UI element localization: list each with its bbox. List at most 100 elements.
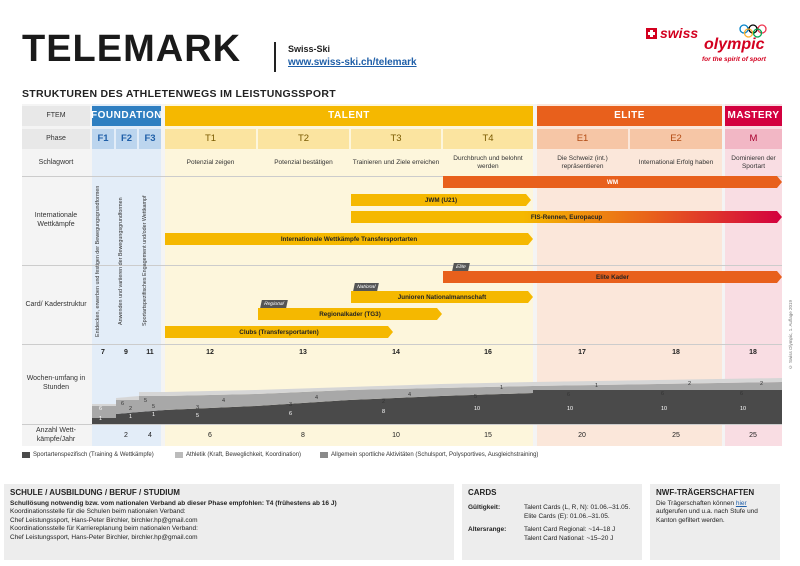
phase-t1: T1	[165, 129, 256, 149]
comp-t4: 15	[484, 432, 492, 439]
bar-fis-label: FIS-Rennen, Europacup	[530, 213, 603, 221]
hours-t4-sport: 10	[474, 406, 481, 412]
hours-total-m: 18	[749, 349, 757, 356]
hours-f3-allgemein: 5	[144, 398, 148, 404]
tag-elite: Elite	[452, 263, 470, 271]
bar-fis: FIS-Rennen, Europacup	[351, 211, 782, 223]
bar-clubs-label: Clubs (Transfersportarten)	[239, 328, 319, 336]
divider	[22, 265, 782, 266]
bar-regionalkader-label: Regionalkader (TG3)	[319, 310, 381, 318]
comp-f2: 2	[124, 432, 128, 439]
foundation-f2-text: Anwenden und variieren der Bewegungsgrun…	[118, 197, 124, 325]
hours-f3-sport: 1	[152, 412, 156, 418]
bar-wm-label: WM	[606, 178, 619, 186]
phase-f3: F3	[139, 129, 161, 149]
cards-gueltig-1: Talent Cards (L, R, N): 01.06.–31.05.	[524, 504, 631, 511]
hours-f2-allgemein: 6	[121, 401, 125, 407]
school-box: SCHULE / AUSBILDUNG / BERUF / STUDIUM Sc…	[4, 484, 454, 560]
hours-t1-sport: 5	[196, 413, 200, 419]
legend-swatch-mid	[175, 452, 183, 458]
weekly-hours-chart	[92, 378, 782, 424]
hours-t3-sport: 8	[382, 409, 386, 415]
bar-regionalkader: Regionalkader (TG3)	[258, 308, 442, 320]
schlagwort-t4: Durchbruch und belohnt werden	[453, 155, 523, 170]
hours-t2-allgemein: 4	[315, 395, 319, 401]
hours-t3-athletik: 2	[382, 399, 386, 405]
legend-sport-label: Sportartenspezifisch (Training & Wettkäm…	[33, 452, 154, 458]
cards-box: CARDS Gültigkeit: Talent Cards (L, R, N)…	[462, 484, 642, 560]
hours-total-f2: 9	[124, 349, 128, 356]
hours-total-t1: 12	[206, 349, 214, 356]
hours-t3-allgemein: 4	[408, 392, 412, 398]
hours-total-t2: 13	[299, 349, 307, 356]
nwf-box: NWF-TRÄGERSCHAFTEN Die Trägerschaften kö…	[650, 484, 780, 560]
cards-gueltig-label: Gültigkeit:	[468, 504, 501, 511]
hours-total-t3: 14	[392, 349, 400, 356]
hours-total-t4: 16	[484, 349, 492, 356]
comp-f3: 4	[148, 432, 152, 439]
stage-foundation: FOUNDATION	[91, 106, 161, 126]
row-label-schlagwort: Schlagwort	[38, 158, 74, 166]
row-label-ftem: FTEM	[22, 106, 90, 126]
logo-tagline: for the spirit of sport	[702, 56, 766, 63]
row-label-phase: Phase	[22, 129, 90, 149]
hours-f1-athletik: 1	[99, 416, 103, 422]
legend-swatch-light	[320, 452, 328, 458]
legend-athletik-label: Athletik (Kraft, Beweglichkeit, Koordina…	[186, 452, 302, 458]
stage-talent: TALENT	[165, 106, 533, 126]
row-label-anzahl: Anzahl Wett-kämpfe/Jahr	[36, 427, 76, 443]
organisation-name: Swiss-Ski	[288, 44, 331, 54]
hours-total-f3: 11	[146, 349, 154, 356]
cards-heading: CARDS	[468, 488, 497, 497]
school-heading: SCHULE / AUSBILDUNG / BERUF / STUDIUM	[10, 488, 180, 497]
school-line-1: Schullösung notwendig bzw. vom nationale…	[10, 500, 337, 507]
bar-elite-kader: Elite Kader	[443, 271, 782, 283]
hours-e2-sport: 10	[661, 406, 668, 412]
hours-t2-athletik: 3	[289, 402, 293, 408]
swiss-olympic-logo: swiss olympic for the spirit of sport	[640, 22, 780, 70]
comp-t2: 8	[301, 432, 305, 439]
row-label-wochenumfang: Wochen-umfang in Stunden	[26, 375, 86, 391]
row-label-card: Card/ Kaderstruktur	[25, 300, 87, 308]
hours-t1-athletik: 3	[196, 405, 200, 411]
legend-allgemein: Allgemein sportliche Aktivitäten (Schuls…	[320, 452, 538, 458]
school-line-4: Koordinationsstelle für Karriereplanung …	[10, 525, 198, 533]
bar-jwm-label: JWM (U21)	[424, 196, 458, 204]
comp-t1: 6	[208, 432, 212, 439]
comp-t3: 10	[392, 432, 400, 439]
phase-t2: T2	[258, 129, 349, 149]
phase-f1: F1	[92, 129, 114, 149]
tag-regional: Regional	[260, 300, 288, 308]
divider	[22, 424, 782, 425]
hours-e1-allgemein: 1	[595, 383, 599, 389]
hours-t4-allgemein: 1	[500, 385, 504, 391]
comp-e1: 20	[578, 432, 586, 439]
bar-elite-kader-label: Elite Kader	[596, 273, 629, 281]
hours-total-e1: 17	[578, 349, 586, 356]
stage-elite: ELITE	[537, 106, 722, 126]
hours-e2-allgemein: 2	[688, 381, 692, 387]
hours-f3-athletik: 5	[152, 404, 156, 410]
foundation-column-bg	[92, 104, 161, 446]
phase-f2: F2	[116, 129, 137, 149]
divider	[22, 344, 782, 345]
hours-e1-athletik: 6	[567, 392, 571, 398]
nwf-link[interactable]: hier	[735, 500, 747, 507]
schlagwort-t1: Potenzial zeigen	[186, 159, 235, 167]
legend-athletik: Athletik (Kraft, Beweglichkeit, Koordina…	[175, 452, 301, 458]
telemark-link[interactable]: www.swiss-ski.ch/telemark	[288, 57, 417, 68]
hours-e2-athletik: 6	[661, 391, 665, 397]
schlagwort-m: Dominieren der Sportart	[731, 155, 776, 170]
foundation-f1-text: Entdecken, erwerben und festigen der Bew…	[95, 185, 101, 337]
school-line-3: Chef Leistungssport, Hans-Peter Birchler…	[10, 516, 198, 524]
bar-junioren: Junioren Nationalmannschaft	[351, 291, 533, 303]
hours-total-e2: 18	[672, 349, 680, 356]
schlagwort-e2: International Erfolg haben	[638, 159, 714, 167]
hours-total-f1: 7	[101, 349, 105, 356]
school-line-5: Chef Leistungssport, Hans-Peter Birchler…	[10, 533, 198, 541]
page-title: TELEMARK	[22, 28, 242, 70]
hours-m-athletik: 6	[740, 391, 744, 397]
tag-national: National	[353, 283, 380, 291]
phase-t4: T4	[443, 129, 533, 149]
bar-intl-transfer: Internationale Wettkämpfe Transfersporta…	[165, 233, 533, 245]
